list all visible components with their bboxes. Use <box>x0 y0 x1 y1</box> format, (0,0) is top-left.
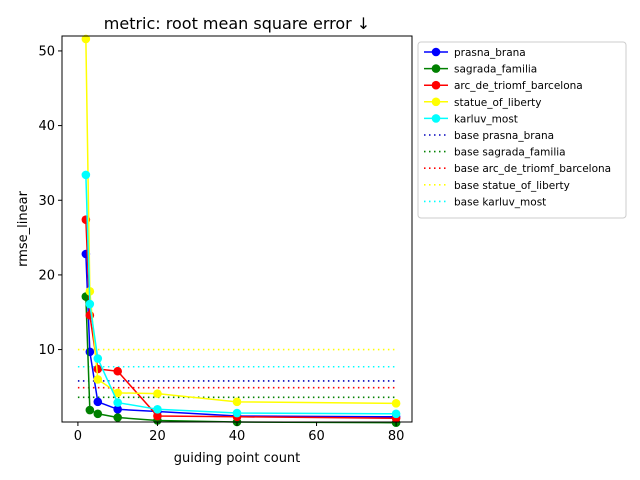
data-point-4-0 <box>81 170 91 180</box>
data-point-4-3 <box>113 398 122 407</box>
data-point-2-2 <box>93 364 103 374</box>
data-point-4-1 <box>85 299 95 309</box>
legend-marker-1 <box>431 64 441 73</box>
y-axis: 10 20 30 40 50 <box>38 44 62 358</box>
chart-title: metric: root mean square error ↓ <box>104 14 370 33</box>
data-point-2-3 <box>113 366 122 376</box>
legend-label-3: statue_of_liberty <box>454 97 541 109</box>
legend-label-4: karluv_most <box>454 113 518 125</box>
data-point-3-6 <box>391 399 401 408</box>
data-point-0-2 <box>93 397 103 407</box>
series-line-4 <box>85 174 397 415</box>
data-point-3-5 <box>232 397 242 407</box>
data-point-1-2 <box>93 409 103 419</box>
y-axis-label: rmse_linear <box>16 190 31 266</box>
data-point-4-4 <box>153 405 162 414</box>
legend-marker-2 <box>431 80 441 90</box>
legend-label-5: base prasna_brana <box>454 130 554 142</box>
y-tick-label-0: 10 <box>38 343 55 358</box>
data-point-3-3 <box>113 388 122 398</box>
x-tick-label-3: 60 <box>308 429 325 444</box>
data-point-3-2 <box>93 375 103 384</box>
data-point-3-0 <box>81 34 91 44</box>
legend-label-7: base arc_de_triomf_barcelona <box>454 163 611 175</box>
legend-label-1: sagrada_familia <box>454 64 537 76</box>
x-axis-label: guiding point count <box>174 451 301 466</box>
legend-marker-4 <box>431 114 441 123</box>
data-point-4-5 <box>232 408 242 418</box>
data-point-1-3 <box>113 413 122 422</box>
x-tick-label-2: 40 <box>229 429 246 444</box>
plot-area <box>77 34 401 428</box>
series-line-3 <box>85 38 397 405</box>
data-point-2-4 <box>153 411 162 421</box>
y-tick-label-2: 30 <box>38 194 55 209</box>
legend-marker-3 <box>431 97 441 107</box>
legend-label-8: base statue_of_liberty <box>454 180 570 192</box>
data-point-1-1 <box>85 405 95 415</box>
data-point-3-4 <box>153 389 162 398</box>
legend-label-9: base karluv_most <box>454 196 546 208</box>
x-tick-label-1: 20 <box>149 429 166 444</box>
legend-label-0: prasna_brana <box>454 47 526 59</box>
x-axis: 0 20 40 60 80 <box>74 422 405 444</box>
y-tick-label-1: 20 <box>38 268 55 283</box>
data-point-0-1 <box>85 347 95 357</box>
data-point-4-2 <box>93 354 103 363</box>
series-line-2 <box>85 219 397 420</box>
legend-label-6: base sagrada_familia <box>454 147 566 159</box>
legend-frame <box>417 41 627 219</box>
data-point-0-3 <box>113 405 122 414</box>
series-line-0 <box>85 253 397 418</box>
series-line-1 <box>85 296 397 424</box>
x-tick-label-4: 80 <box>388 429 405 444</box>
data-point-4-6 <box>391 409 401 419</box>
x-tick-label-0: 0 <box>74 429 82 444</box>
legend: prasna_brana sagrada_familia arc_de_triomf… <box>417 41 627 219</box>
plot-frame <box>61 35 413 423</box>
y-tick-label-4: 50 <box>38 44 55 59</box>
y-tick-label-3: 40 <box>38 119 55 134</box>
legend-label-2: arc_de_triomf_barcelona <box>454 80 583 92</box>
legend-marker-0 <box>431 47 441 57</box>
